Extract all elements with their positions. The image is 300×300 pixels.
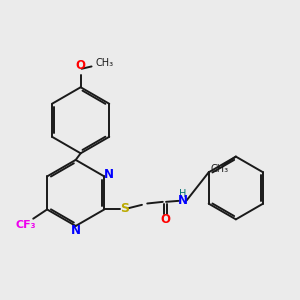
Text: H: H — [178, 189, 186, 199]
Text: CH₃: CH₃ — [210, 164, 228, 174]
Text: O: O — [160, 212, 170, 226]
Text: N: N — [178, 194, 188, 207]
Text: CF₃: CF₃ — [16, 220, 36, 230]
Text: CH₃: CH₃ — [95, 58, 113, 68]
Text: S: S — [120, 202, 129, 215]
Text: N: N — [71, 224, 81, 237]
Text: O: O — [76, 59, 85, 72]
Text: N: N — [103, 168, 114, 181]
